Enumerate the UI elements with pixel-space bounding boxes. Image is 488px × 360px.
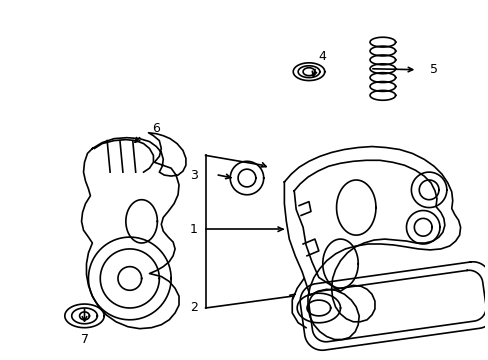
Text: 2: 2 xyxy=(189,301,197,315)
Text: 3: 3 xyxy=(189,168,197,181)
Text: 5: 5 xyxy=(429,63,437,76)
Text: 7: 7 xyxy=(81,333,88,346)
Text: 1: 1 xyxy=(189,223,197,236)
Text: 6: 6 xyxy=(152,122,160,135)
Text: 4: 4 xyxy=(318,50,326,63)
